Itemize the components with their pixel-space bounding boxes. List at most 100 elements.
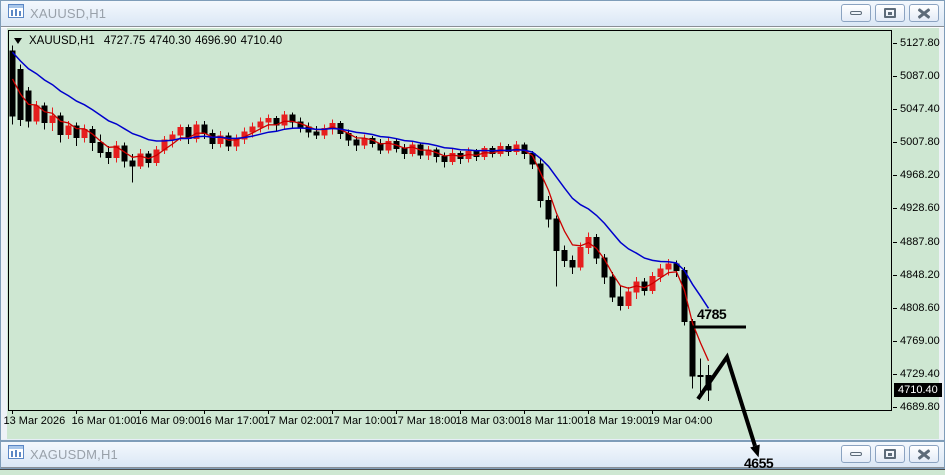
ma-slow-blue xyxy=(11,51,710,309)
candle-body xyxy=(209,132,216,144)
time-axis-label: 16 Mar 17:00 xyxy=(199,415,265,427)
candle-body xyxy=(49,115,56,124)
minimize-icon xyxy=(850,452,862,456)
time-axis-tick xyxy=(524,411,525,414)
header-low: 4696.90 xyxy=(194,35,237,47)
candle-body xyxy=(97,142,104,154)
candle-body xyxy=(625,291,632,306)
window-inner-edge-left xyxy=(1,28,7,439)
restore-button[interactable] xyxy=(875,4,905,22)
price-axis-label: 4808.60 xyxy=(900,301,940,314)
close-icon xyxy=(917,8,931,19)
time-axis-tick xyxy=(76,411,77,414)
candle-body xyxy=(177,127,184,136)
time-axis-tick xyxy=(588,411,589,414)
candle-body xyxy=(633,281,640,293)
candle-body xyxy=(57,115,64,135)
plot-border xyxy=(8,30,892,411)
price-axis-tick xyxy=(893,109,897,110)
price-axis-label: 4769.00 xyxy=(900,334,940,347)
candle-body xyxy=(553,218,560,252)
candle-body xyxy=(321,127,328,136)
time-axis-label: 19 Mar 04:00 xyxy=(647,415,713,427)
time-axis-tick xyxy=(140,411,141,414)
candle-body xyxy=(505,146,512,153)
price-axis-tick xyxy=(893,242,897,243)
time-axis-label: 17 Mar 02:00 xyxy=(263,415,329,427)
candle-body xyxy=(201,124,208,134)
restore-icon xyxy=(884,8,896,18)
candle-body xyxy=(705,374,712,391)
price-axis-label: 4729.40 xyxy=(900,367,940,380)
candle-body xyxy=(449,152,456,163)
bottom-window-title: XAGUSDM,H1 xyxy=(30,447,118,462)
price-axis-label: 5047.40 xyxy=(900,103,940,116)
chart-window-icon xyxy=(8,445,24,464)
candle-body xyxy=(409,144,416,154)
price-axis-tick xyxy=(893,43,897,44)
candle-body xyxy=(113,145,120,159)
time-axis-tick xyxy=(332,411,333,414)
time-axis[interactable]: 13 Mar 2026 16 Mar 01:00 16 Mar 09:00 16 Ma… xyxy=(4,411,892,437)
candle-body xyxy=(265,117,272,123)
chart-window-icon xyxy=(8,4,24,23)
price-axis-label: 4848.20 xyxy=(900,268,940,281)
price-axis-label: 5007.80 xyxy=(900,136,940,149)
chart-window-xagusdm[interactable]: XAGUSDM,H1 xyxy=(0,441,945,469)
candle-body xyxy=(657,268,664,277)
candle-body xyxy=(617,296,624,306)
candle-body xyxy=(257,121,264,128)
candle-body xyxy=(217,135,224,144)
candlestick-chart[interactable] xyxy=(8,30,892,411)
candle-body xyxy=(609,276,616,298)
chart-plot-area[interactable]: XAUUSD,H1 4727.75 4740.30 4696.90 4710.4… xyxy=(1,27,944,439)
candle-body xyxy=(561,250,568,262)
candle-body xyxy=(193,124,200,139)
price-axis-tick xyxy=(893,76,897,77)
candle-body xyxy=(569,260,576,268)
candle-body xyxy=(545,200,552,220)
candle-body xyxy=(41,105,48,124)
restore-icon xyxy=(884,449,896,459)
candle-body xyxy=(441,156,448,163)
time-axis-label: 17 Mar 18:00 xyxy=(391,415,457,427)
window-controls xyxy=(841,4,939,22)
main-titlebar[interactable]: XAUUSD,H1 xyxy=(1,1,944,27)
candle-body xyxy=(73,125,80,139)
time-axis-label: 18 Mar 19:00 xyxy=(583,415,649,427)
candle-body xyxy=(529,152,536,165)
time-axis-tick xyxy=(460,411,461,414)
target-price-label[interactable]: 4655 xyxy=(744,455,774,471)
time-axis-label: 13 Mar 2026 xyxy=(3,415,66,427)
price-axis-tick xyxy=(893,374,897,375)
close-button[interactable] xyxy=(909,445,939,463)
ma-fast-red xyxy=(11,78,710,362)
window-inner-edge-right xyxy=(939,28,944,439)
price-axis-tick xyxy=(893,275,897,276)
time-axis-label: 18 Mar 11:00 xyxy=(519,415,584,427)
chart-window-xauusd: XAUUSD,H1 XAUUSD,H1 4727.75 4740.30 4696… xyxy=(0,0,945,441)
candle-body xyxy=(697,374,704,377)
candle-body xyxy=(313,131,320,136)
price-axis[interactable]: 5127.80 5087.00 5047.40 5007.80 4968.20 4928.… xyxy=(893,30,945,435)
close-button[interactable] xyxy=(909,4,939,22)
time-axis-tick xyxy=(204,411,205,414)
window-title: XAUUSD,H1 xyxy=(30,6,107,21)
price-axis-label: 4887.80 xyxy=(900,235,940,248)
restore-button[interactable] xyxy=(875,445,905,463)
resistance-level-label[interactable]: 4785 xyxy=(697,306,727,322)
close-icon xyxy=(917,449,931,460)
bottom-titlebar[interactable]: XAGUSDM,H1 xyxy=(1,442,944,468)
price-axis-tick xyxy=(893,308,897,309)
candle-body xyxy=(249,126,256,133)
minimize-button[interactable] xyxy=(841,445,871,463)
collapse-triangle-icon[interactable] xyxy=(14,38,22,44)
candle-body xyxy=(537,163,544,202)
header-high: 4740.30 xyxy=(149,35,191,47)
candle-body xyxy=(129,160,136,167)
candle-body xyxy=(665,263,672,270)
candle-body xyxy=(33,105,40,122)
header-close: 4710.40 xyxy=(240,35,283,47)
header-open: 4727.75 xyxy=(103,35,146,47)
minimize-button[interactable] xyxy=(841,4,871,22)
